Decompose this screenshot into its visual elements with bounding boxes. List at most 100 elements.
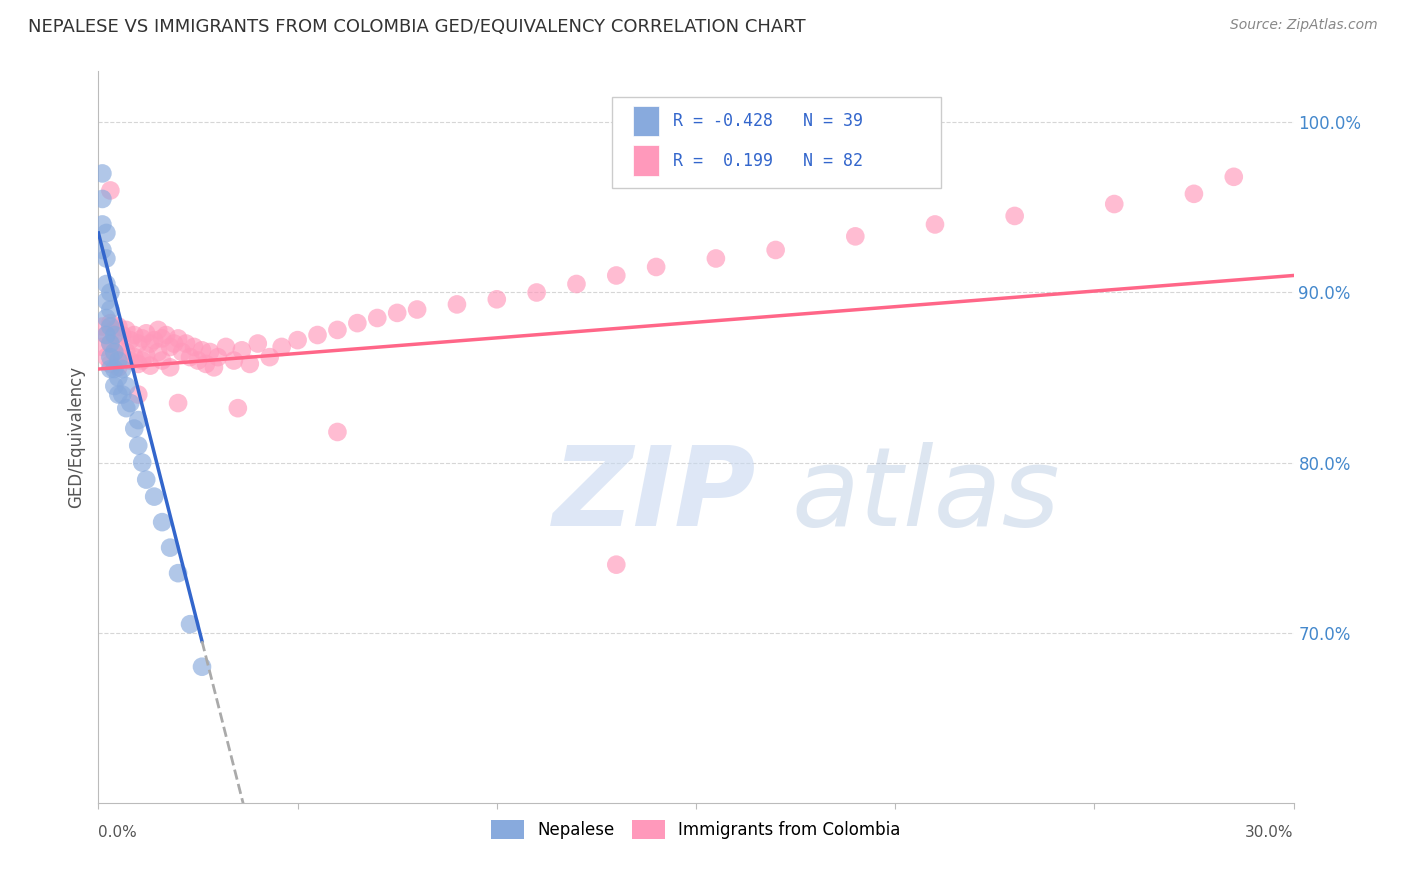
Point xyxy=(246,336,269,351)
Point xyxy=(222,353,245,368)
Point xyxy=(127,336,149,351)
Point xyxy=(446,297,468,311)
Point xyxy=(139,359,162,373)
Point xyxy=(107,360,129,375)
Point xyxy=(174,336,197,351)
Text: R = -0.428   N = 39: R = -0.428 N = 39 xyxy=(673,112,863,130)
Point xyxy=(191,343,214,358)
Point xyxy=(163,336,186,351)
Point xyxy=(124,421,146,435)
Point xyxy=(326,425,349,439)
Point xyxy=(131,353,153,368)
Text: NEPALESE VS IMMIGRANTS FROM COLOMBIA GED/EQUIVALENCY CORRELATION CHART: NEPALESE VS IMMIGRANTS FROM COLOMBIA GED… xyxy=(28,18,806,36)
Point xyxy=(226,401,249,416)
Point xyxy=(98,285,122,300)
Point xyxy=(1182,186,1205,201)
Point xyxy=(96,252,118,266)
Point xyxy=(96,293,118,308)
Point xyxy=(765,243,787,257)
Point xyxy=(91,243,114,257)
Point xyxy=(924,218,946,232)
Point xyxy=(187,353,209,368)
Point xyxy=(307,328,329,343)
Point xyxy=(143,333,166,347)
Point xyxy=(127,387,149,401)
Point xyxy=(91,218,114,232)
Point xyxy=(207,350,229,364)
Point xyxy=(167,396,190,410)
Point xyxy=(115,345,138,359)
Point xyxy=(115,379,138,393)
Point xyxy=(127,357,149,371)
Y-axis label: GED/Equivalency: GED/Equivalency xyxy=(67,366,86,508)
Point xyxy=(98,319,122,334)
Point xyxy=(270,340,292,354)
Point xyxy=(103,345,125,359)
Point xyxy=(150,515,173,529)
Point xyxy=(215,340,238,354)
Point xyxy=(96,226,118,240)
Point xyxy=(91,340,114,354)
Point xyxy=(565,277,588,291)
Point xyxy=(107,319,129,334)
Point xyxy=(111,328,134,343)
Point xyxy=(96,311,118,326)
Point xyxy=(202,360,225,375)
Point xyxy=(103,328,125,343)
Point xyxy=(844,229,866,244)
Text: 30.0%: 30.0% xyxy=(1246,825,1294,839)
Point xyxy=(98,362,122,376)
Point xyxy=(159,340,181,354)
Point xyxy=(159,360,181,375)
Point xyxy=(120,333,142,347)
Point xyxy=(127,439,149,453)
Point xyxy=(287,333,309,347)
Point xyxy=(103,345,125,359)
Point xyxy=(91,166,114,180)
Point xyxy=(107,353,129,368)
Point xyxy=(704,252,727,266)
FancyBboxPatch shape xyxy=(613,97,941,188)
Point xyxy=(103,362,125,376)
Point xyxy=(91,319,114,334)
Point xyxy=(131,331,153,345)
Point xyxy=(1004,209,1026,223)
Point xyxy=(115,401,138,416)
Point xyxy=(91,192,114,206)
Point xyxy=(111,387,134,401)
Point xyxy=(148,345,170,359)
Point xyxy=(103,379,125,393)
Text: atlas: atlas xyxy=(792,442,1060,549)
Point xyxy=(98,336,122,351)
Point xyxy=(1104,197,1126,211)
Point xyxy=(115,323,138,337)
Point xyxy=(150,331,173,345)
Point xyxy=(96,350,118,364)
Text: 0.0%: 0.0% xyxy=(98,825,138,839)
Point xyxy=(127,413,149,427)
Point xyxy=(167,566,190,581)
Point xyxy=(135,326,157,341)
Point xyxy=(346,316,368,330)
Point xyxy=(98,183,122,197)
Point xyxy=(98,336,122,351)
Point xyxy=(124,328,146,343)
Point xyxy=(366,311,388,326)
Point xyxy=(605,558,627,572)
Point xyxy=(135,348,157,362)
Point xyxy=(148,323,170,337)
Point xyxy=(385,306,409,320)
Point xyxy=(103,323,125,337)
Point xyxy=(98,357,122,371)
Point xyxy=(98,316,122,330)
Point xyxy=(326,323,349,337)
Point xyxy=(111,362,134,376)
Point xyxy=(183,340,205,354)
Point xyxy=(526,285,548,300)
Point xyxy=(98,302,122,317)
Point xyxy=(98,350,122,364)
Point xyxy=(107,370,129,384)
Point xyxy=(107,387,129,401)
Point xyxy=(1223,169,1246,184)
Point xyxy=(96,328,118,343)
